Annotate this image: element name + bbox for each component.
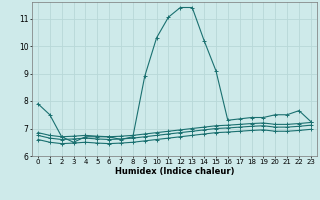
X-axis label: Humidex (Indice chaleur): Humidex (Indice chaleur) xyxy=(115,167,234,176)
